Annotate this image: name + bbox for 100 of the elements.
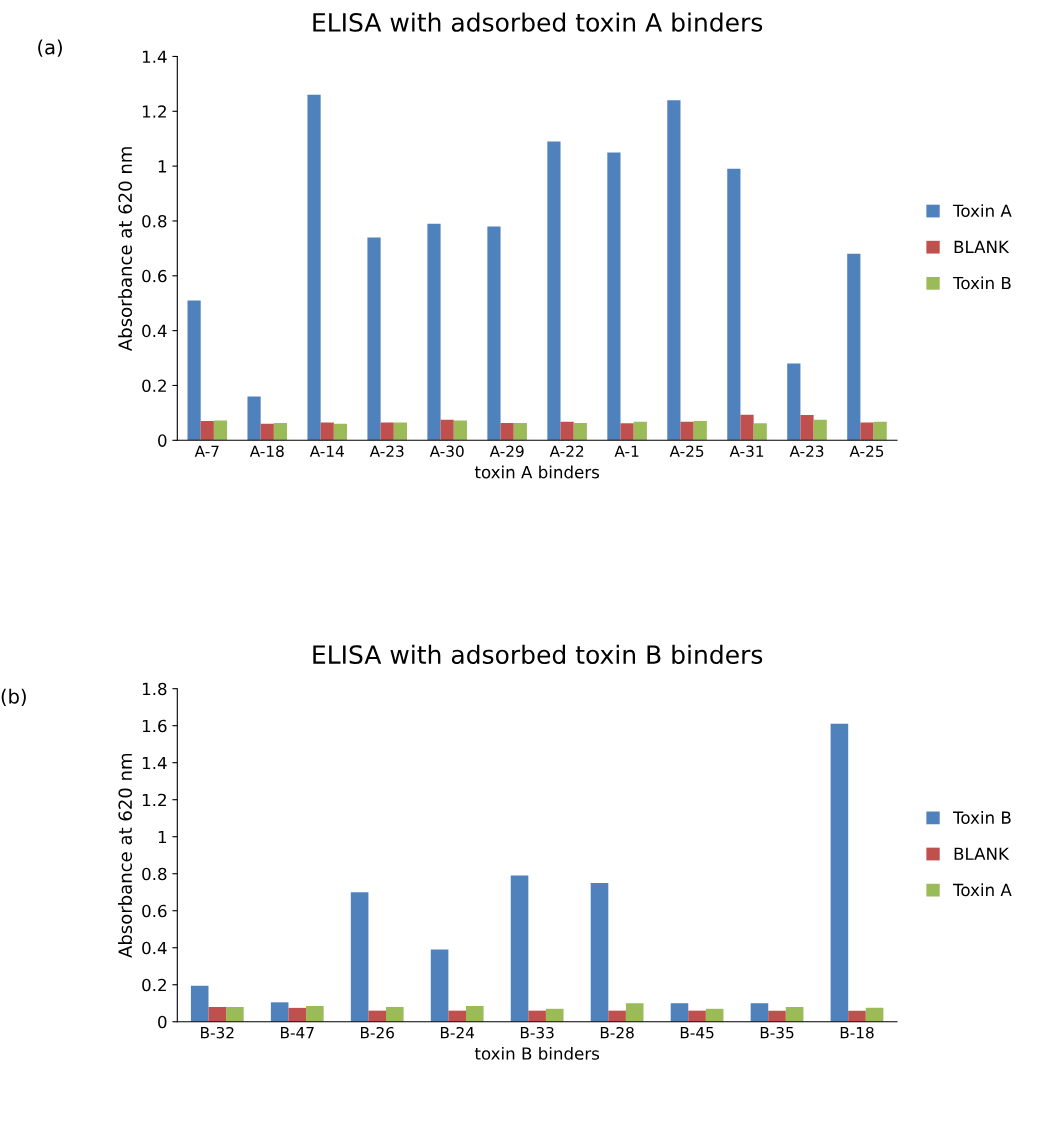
chart-title: ELISA with adsorbed toxin B binders: [313, 644, 763, 665]
bar: [620, 423, 634, 441]
y-tick-label: 1.8: [142, 682, 167, 696]
bar: [427, 223, 441, 441]
bar: [590, 882, 609, 1022]
bar: [320, 422, 334, 441]
bar: [500, 423, 514, 441]
y-tick-label: 1.2: [142, 793, 166, 807]
x-tick-label: B-24: [440, 1026, 475, 1039]
bar: [247, 396, 261, 441]
bar: [813, 419, 827, 441]
bar: [386, 1006, 404, 1022]
legend-label: BLANK: [954, 240, 1010, 253]
bar: [753, 423, 767, 441]
bar: [307, 94, 321, 441]
bar: [785, 1006, 804, 1022]
bar: [560, 421, 574, 441]
x-axis-title: toxin B binders: [474, 1046, 600, 1060]
y-tick-label: 1.2: [142, 105, 166, 118]
y-tick-label: 0.4: [142, 324, 167, 338]
legend-label: Toxin A: [952, 204, 1012, 218]
y-tick-label: 0: [158, 1015, 167, 1029]
bar: [448, 1010, 466, 1022]
x-tick-label: A-30: [429, 445, 464, 457]
x-tick-label: B-35: [760, 1026, 794, 1039]
x-tick-label: A-7: [194, 445, 219, 457]
text: (a): [38, 39, 62, 57]
bar: [847, 253, 861, 441]
x-tick-label: A-25: [849, 445, 884, 457]
bar: [288, 1007, 307, 1022]
y-tick-label: 0.8: [142, 867, 167, 881]
y-tick-label: 0.2: [142, 978, 166, 992]
bar: [865, 1007, 884, 1022]
bar: [368, 1010, 387, 1022]
x-tick-label: B-47: [281, 1027, 314, 1039]
y-tick-label: 0.8: [142, 214, 167, 228]
bar: [670, 1003, 689, 1022]
bar: [367, 237, 381, 441]
x-tick-label: B-45: [680, 1027, 714, 1039]
bar: [350, 892, 369, 1022]
bar: [750, 1003, 769, 1022]
bar: [200, 421, 214, 441]
y-axis-title: Absorbance at 620 nm: [118, 147, 133, 352]
x-tick-label: A-23: [369, 445, 404, 457]
x-tick-label: A-31: [729, 445, 764, 457]
x-tick-label: A-18: [249, 445, 284, 457]
legend-label: Toxin B: [952, 811, 1011, 824]
bar: [740, 414, 754, 441]
bar: [573, 423, 587, 441]
bar: [465, 1006, 484, 1022]
bar: [513, 423, 527, 441]
bar: [768, 1010, 786, 1022]
bar: [800, 415, 814, 441]
bar: [633, 421, 647, 441]
bar: [190, 985, 209, 1022]
bar: [528, 1010, 546, 1022]
bar: [547, 141, 561, 441]
y-axis-title: Absorbance at 620 nm: [118, 753, 133, 958]
bar: [688, 1010, 706, 1022]
bar: [510, 875, 529, 1022]
x-tick-label: B-26: [361, 1026, 394, 1039]
bar: [830, 723, 849, 1022]
y-tick-label: 0: [158, 434, 167, 447]
bar: [608, 1010, 626, 1022]
y-tick-label: 1.6: [142, 719, 167, 733]
bar: [860, 422, 874, 441]
bar: [693, 421, 707, 441]
bar: [380, 422, 394, 441]
bar: [848, 1010, 866, 1022]
y-tick-label: 1.4: [142, 756, 167, 770]
legend-label: Toxin B: [952, 276, 1011, 290]
text: (b): [1, 688, 26, 707]
bar: [260, 423, 274, 441]
y-tick-label: 0.2: [142, 379, 166, 393]
x-tick-label: A-14: [309, 445, 344, 457]
y-tick-label: 0.6: [142, 269, 167, 283]
bar: [625, 1003, 644, 1022]
bar: [213, 420, 228, 441]
bar: [787, 363, 801, 441]
y-tick-label: 0.6: [142, 904, 167, 918]
y-tick-label: 0.4: [142, 941, 167, 955]
x-tick-label: A-29: [489, 445, 524, 457]
bar: [440, 419, 454, 441]
bar: [453, 420, 467, 441]
x-tick-label: B-32: [201, 1026, 234, 1039]
x-tick-label: B-33: [520, 1026, 554, 1039]
x-tick-label: B-18: [840, 1026, 874, 1039]
y-tick-label: 1.4: [142, 50, 167, 63]
bar: [333, 423, 348, 441]
x-tick-label: A-22: [549, 445, 584, 457]
x-tick-label: A-25: [669, 445, 704, 457]
x-tick-label: A-23: [789, 445, 824, 457]
y-tick-label: 1: [158, 830, 167, 844]
bar: [270, 1002, 289, 1022]
bar: [487, 226, 501, 441]
y-tick-label: 1: [158, 160, 167, 173]
bar: [187, 300, 201, 441]
bar: [273, 423, 288, 441]
chart-title: ELISA with adsorbed toxin A binders: [313, 12, 763, 32]
bar: [208, 1006, 227, 1022]
